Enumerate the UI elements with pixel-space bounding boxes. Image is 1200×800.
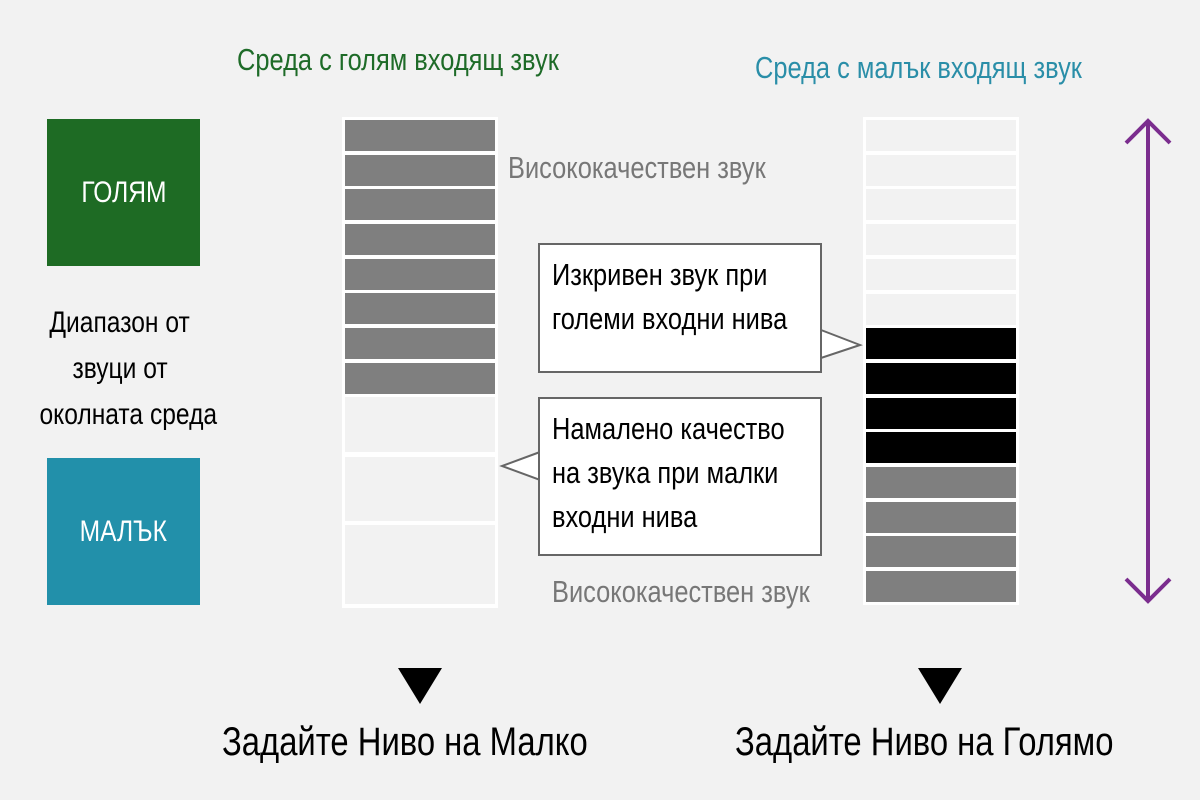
small-box: МАЛЪК bbox=[47, 458, 200, 605]
right-hq-label: Висококачествен звук bbox=[552, 574, 810, 609]
level-cell-gray bbox=[866, 501, 1016, 533]
distorted-pointer bbox=[820, 328, 863, 360]
level-cell-black bbox=[866, 397, 1016, 429]
level-cell-empty bbox=[345, 397, 495, 452]
level-cell-empty bbox=[345, 525, 495, 604]
distorted-callout: Изкривен звук при големи входни нива bbox=[538, 243, 822, 373]
level-cell-gray bbox=[345, 189, 495, 220]
down-triangle-icon bbox=[398, 668, 442, 704]
level-cell-gray bbox=[345, 293, 495, 324]
range-label: Диапазон от звуци от околната среда bbox=[39, 306, 218, 431]
left-level-meter bbox=[342, 117, 498, 608]
left-title: Среда с голям входящ звук bbox=[237, 42, 559, 77]
level-cell-black bbox=[866, 432, 1016, 464]
level-cell-gray bbox=[345, 328, 495, 359]
level-cell-empty bbox=[866, 258, 1016, 290]
level-cell-empty bbox=[866, 224, 1016, 256]
level-cell-gray bbox=[345, 259, 495, 290]
large-box: ГОЛЯМ bbox=[47, 119, 200, 266]
set-high-label: Задайте Ниво на Голямо bbox=[735, 720, 1114, 764]
reduced-pointer bbox=[499, 450, 541, 482]
reduced-callout: Намалено качество на звука при малки вхо… bbox=[538, 397, 822, 556]
set-low-label: Задайте Ниво на Малко bbox=[222, 720, 588, 764]
right-title: Среда с малък входящ звук bbox=[755, 50, 1082, 85]
level-cell-gray bbox=[866, 571, 1016, 603]
level-cell-empty bbox=[866, 120, 1016, 151]
range-arrow-icon bbox=[1124, 118, 1172, 604]
level-cell-empty bbox=[345, 457, 495, 521]
level-cell-empty bbox=[866, 189, 1016, 221]
level-cell-gray bbox=[345, 224, 495, 255]
right-level-meter bbox=[863, 117, 1019, 605]
down-triangle-icon bbox=[918, 668, 962, 704]
level-cell-gray bbox=[345, 363, 495, 394]
level-cell-gray bbox=[866, 467, 1016, 498]
level-cell-empty bbox=[866, 293, 1016, 325]
level-cell-black bbox=[866, 362, 1016, 394]
left-hq-label: Висококачествен звук bbox=[508, 150, 766, 185]
level-cell-gray bbox=[345, 155, 495, 186]
level-cell-black bbox=[866, 328, 1016, 360]
level-cell-gray bbox=[345, 120, 495, 151]
level-cell-gray bbox=[866, 536, 1016, 568]
level-cell-empty bbox=[866, 154, 1016, 186]
